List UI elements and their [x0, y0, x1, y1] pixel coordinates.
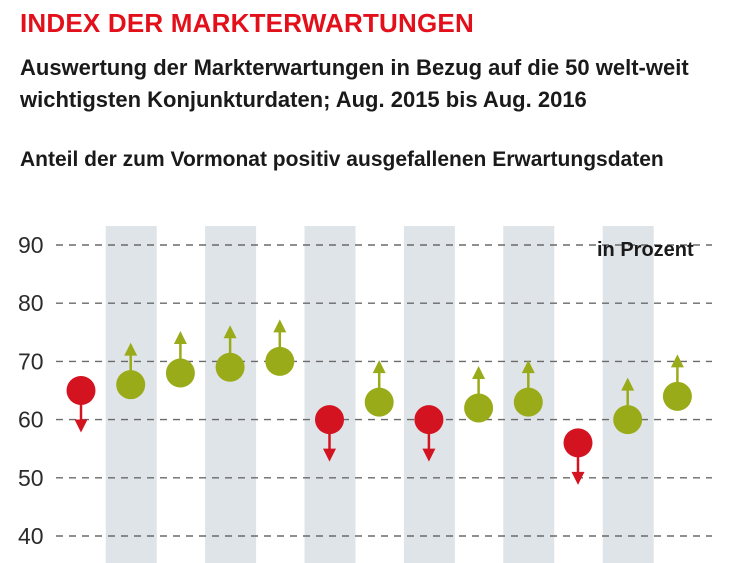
column-bands [105, 226, 654, 563]
data-point [215, 352, 245, 382]
chart-description: Anteil der zum Vormonat positiv ausgefal… [20, 148, 664, 171]
column-band [403, 226, 455, 563]
column-band [304, 226, 356, 563]
data-point [116, 370, 146, 400]
chart-subtitle: Auswertung der Markterwartungen in Bezug… [20, 55, 689, 112]
data-point [513, 387, 543, 417]
y-axis: 40 50 60 70 80 90 [18, 232, 44, 549]
up-arrow-icon [173, 331, 187, 345]
y-tick-label: 40 [18, 523, 44, 549]
gridlines [56, 244, 712, 537]
down-arrow-icon [74, 419, 88, 433]
data-point [563, 428, 593, 458]
y-tick-label: 60 [18, 407, 44, 433]
up-arrow-icon [472, 365, 486, 379]
data-point [66, 376, 96, 405]
data-point [464, 393, 494, 423]
up-arrow-icon [223, 325, 237, 339]
unit-label: in Prozent [597, 239, 694, 261]
down-arrow-icon [571, 471, 585, 485]
chart-title: INDEX DER MARKTERWARTUNGEN [20, 8, 474, 38]
data-points [66, 319, 692, 485]
y-tick-label: 90 [18, 232, 44, 258]
up-arrow-icon [273, 319, 287, 333]
data-point [414, 405, 444, 435]
data-point [315, 405, 344, 435]
data-point [265, 346, 295, 376]
up-arrow-icon [124, 342, 138, 356]
data-point [613, 405, 643, 435]
data-point [165, 358, 195, 388]
y-tick-label: 80 [18, 290, 44, 316]
up-arrow-icon [621, 377, 635, 391]
down-arrow-icon [323, 448, 336, 462]
up-arrow-icon [670, 354, 684, 368]
down-arrow-icon [422, 448, 436, 462]
up-arrow-icon [521, 360, 535, 374]
data-point [662, 381, 692, 411]
y-tick-label: 50 [18, 465, 44, 491]
up-arrow-icon [372, 360, 386, 374]
column-band [205, 226, 257, 563]
y-tick-label: 70 [18, 348, 44, 374]
data-point [364, 387, 394, 417]
